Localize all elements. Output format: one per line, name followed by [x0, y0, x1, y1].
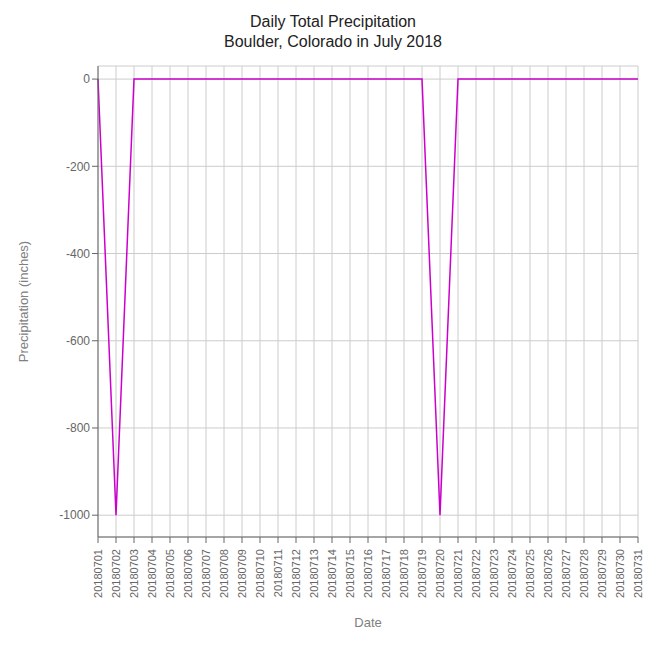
svg-text:20180705: 20180705 [164, 549, 176, 598]
svg-text:20180713: 20180713 [308, 549, 320, 598]
svg-text:20180711: 20180711 [272, 549, 284, 597]
svg-text:20180709: 20180709 [236, 549, 248, 598]
svg-text:20180710: 20180710 [254, 549, 266, 598]
svg-text:20180725: 20180725 [524, 549, 536, 598]
svg-text:Date: Date [354, 615, 381, 630]
svg-text:20180719: 20180719 [416, 549, 428, 598]
svg-text:20180701: 20180701 [92, 549, 104, 598]
svg-text:20180720: 20180720 [434, 549, 446, 598]
svg-text:20180717: 20180717 [380, 549, 392, 598]
svg-text:20180718: 20180718 [398, 549, 410, 598]
svg-text:-1000: -1000 [59, 508, 90, 522]
svg-text:-800: -800 [66, 421, 90, 435]
svg-text:20180723: 20180723 [488, 549, 500, 598]
svg-text:20180730: 20180730 [614, 549, 626, 598]
html-text:Daily Total Precipitation: Daily Total Precipitation [250, 13, 416, 30]
svg-text:0: 0 [83, 72, 90, 86]
svg-text:20180724: 20180724 [506, 549, 518, 598]
svg-text:Precipitation (inches): Precipitation (inches) [16, 241, 31, 362]
svg-text:20180728: 20180728 [578, 549, 590, 598]
svg-text:20180704: 20180704 [146, 549, 158, 598]
svg-text:20180715: 20180715 [344, 549, 356, 598]
svg-text:20180712: 20180712 [290, 549, 302, 598]
svg-text:-400: -400 [66, 247, 90, 261]
svg-text:20180707: 20180707 [200, 549, 212, 598]
svg-text:20180702: 20180702 [110, 549, 122, 598]
svg-text:20180727: 20180727 [560, 549, 572, 598]
svg-text:20180714: 20180714 [326, 549, 338, 598]
svg-text:20180706: 20180706 [182, 549, 194, 598]
svg-text:20180729: 20180729 [596, 549, 608, 598]
svg-text:20180708: 20180708 [218, 549, 230, 598]
svg-text:-200: -200 [66, 160, 90, 174]
svg-text:20180721: 20180721 [452, 549, 464, 598]
svg-text:20180731: 20180731 [632, 549, 644, 598]
svg-text:20180726: 20180726 [542, 549, 554, 598]
html-text:Boulder, Colorado in July 2018: Boulder, Colorado in July 2018 [224, 33, 442, 50]
svg-text:20180703: 20180703 [128, 549, 140, 598]
svg-text:20180716: 20180716 [362, 549, 374, 598]
svg-text:-600: -600 [66, 334, 90, 348]
svg-text:20180722: 20180722 [470, 549, 482, 598]
